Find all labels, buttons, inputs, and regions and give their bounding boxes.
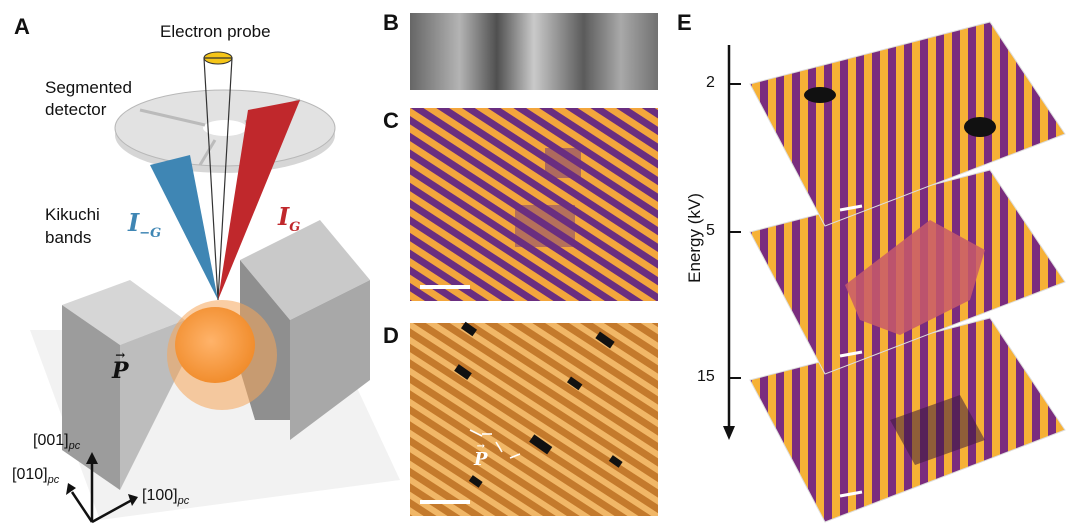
panel-label-d: D [383,323,399,348]
kikuchi-label-1: Kikuchi [45,205,100,224]
kikuchi-band-blue [150,155,218,300]
panel-label-b: B [383,10,399,35]
crystal-block-right-front [290,280,370,440]
i-g-label: IG [278,202,301,235]
panel-label-a: A [14,14,30,39]
axis-100-arrow [91,498,133,524]
detector-hole [203,120,247,136]
polarization-label-d: → P [474,441,488,471]
interaction-volume [175,307,255,383]
panel-b-image [410,13,658,90]
crystal-block-left-top [62,280,185,345]
panel-c-image [410,108,658,301]
segmented-detector-label-1: Segmented [45,78,132,97]
segmented-detector-label-2: detector [45,100,107,119]
polarization-arrows [469,429,521,459]
kikuchi-label-2: bands [45,228,92,247]
polarization-label-a: → P [112,348,129,384]
axis-010-arrow [70,491,94,523]
energy-tick-5: 5 [706,222,715,239]
panel-d-image [410,321,658,516]
electron-probe-cone [203,57,233,301]
i-minus-g-label: I−G [128,208,162,241]
axis-010-label: [010]pc [12,466,60,487]
axis-100-label: [100]pc [142,487,190,508]
panel-label-c: C [383,108,399,133]
panel-e-axis [723,45,741,440]
crystal-block-left-side [62,305,120,490]
electron-probe-label: Electron probe [160,22,271,41]
axis-001-label: [001]pc [33,432,81,453]
panel-a-illustration [30,51,400,524]
energy-tick-15: 15 [697,368,715,385]
energy-axis-label: Energy (kV) [685,193,704,283]
crystal-block-right-top [240,220,370,320]
energy-tick-2: 2 [706,74,715,91]
panel-label-e: E [677,10,692,35]
panel-e-slice-2kv [749,21,1066,227]
kikuchi-band-red [218,100,300,300]
panel-e-slice-15kv [749,317,1066,523]
